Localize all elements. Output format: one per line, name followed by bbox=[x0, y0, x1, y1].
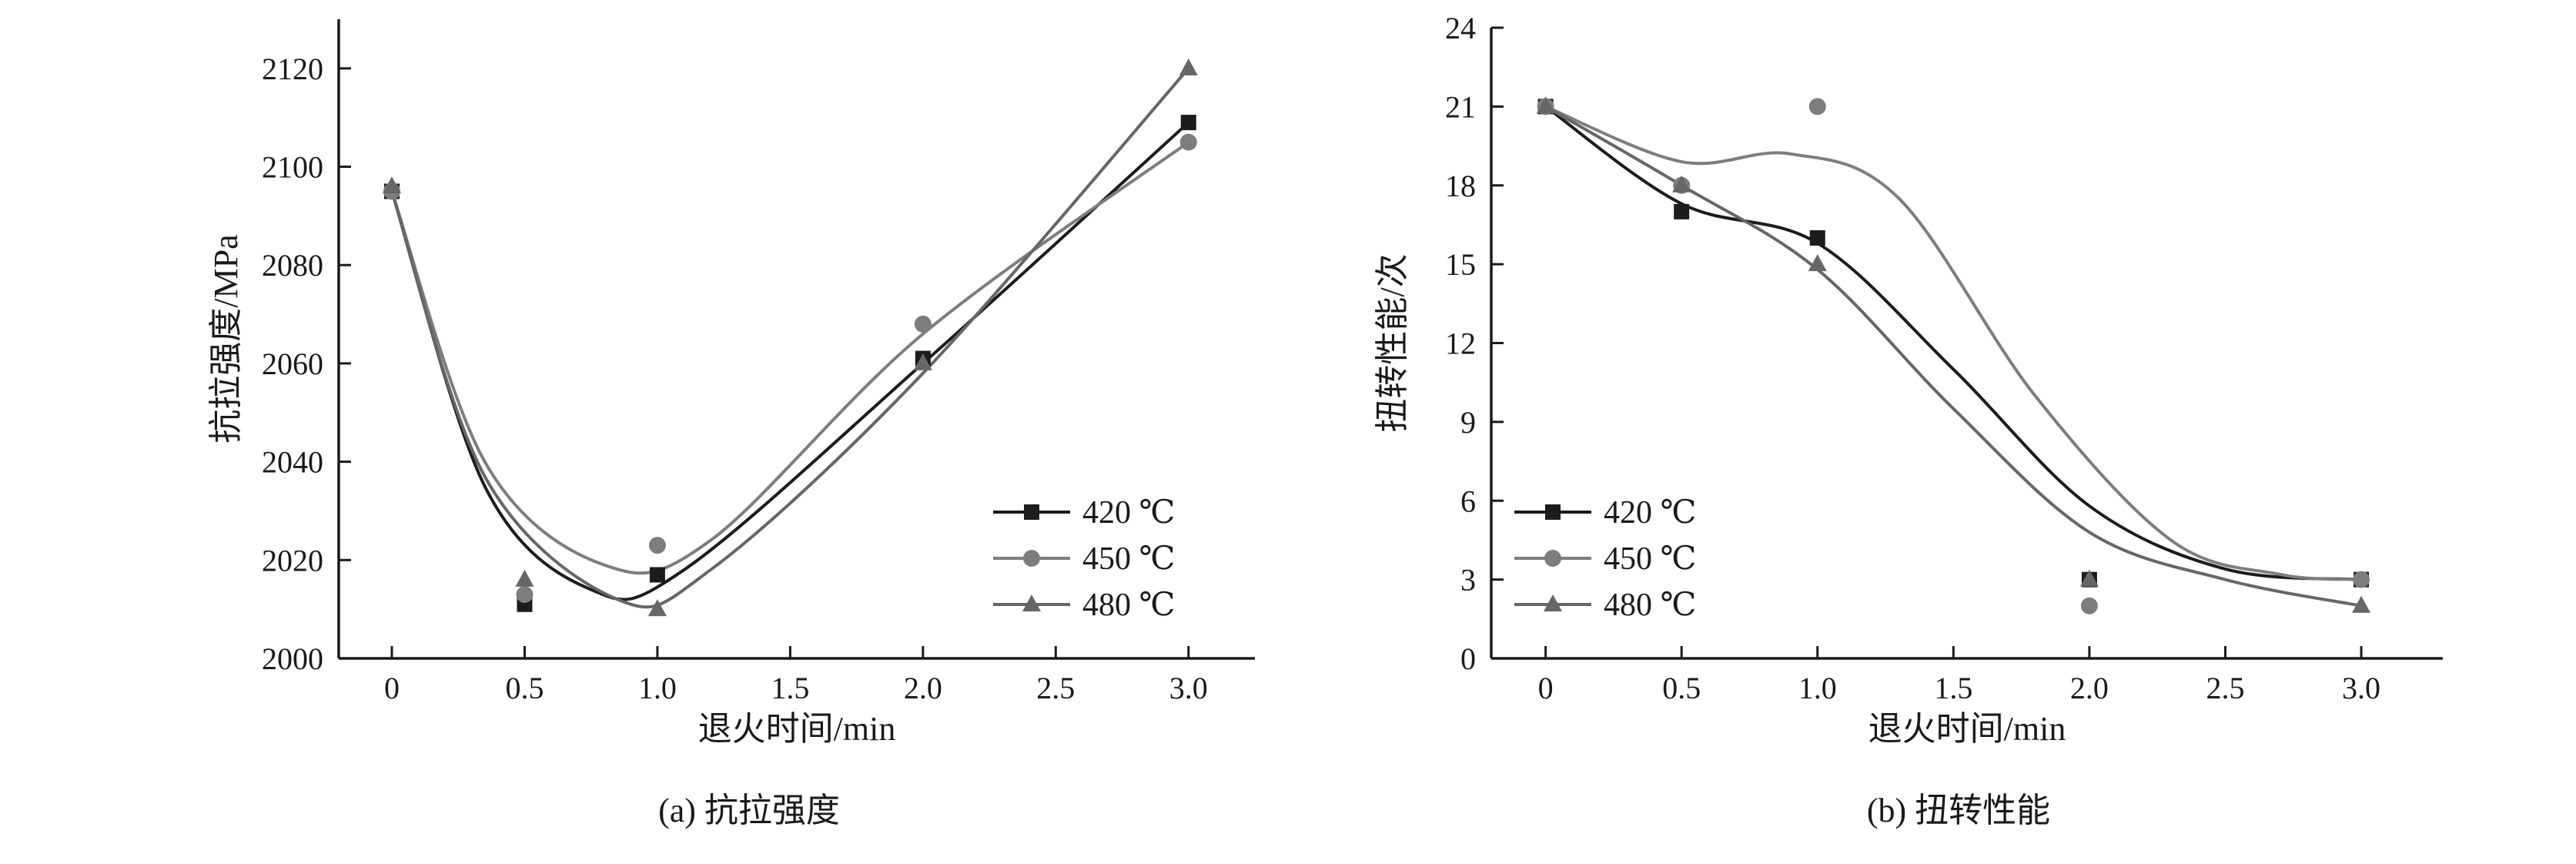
triangle-marker bbox=[1808, 254, 1827, 272]
y-tick-label: 15 bbox=[1445, 247, 1476, 282]
y-tick-label: 2020 bbox=[262, 543, 323, 578]
y-tick-label: 21 bbox=[1445, 89, 1476, 124]
series-line-1 bbox=[1544, 105, 2364, 581]
circle-marker bbox=[1544, 550, 1561, 567]
circle-marker bbox=[516, 586, 534, 603]
y-tick-label: 6 bbox=[1460, 484, 1476, 518]
y-tick-label: 2080 bbox=[262, 248, 323, 283]
circle-marker bbox=[2353, 571, 2370, 588]
y-tick-label: 2120 bbox=[262, 52, 323, 86]
legend-label: 420 ℃ bbox=[1082, 495, 1175, 531]
x-tick-label: 1.0 bbox=[1798, 671, 1837, 705]
y-tick-label: 9 bbox=[1460, 405, 1476, 440]
circle-marker bbox=[1023, 550, 1040, 567]
series-line-0 bbox=[390, 121, 1190, 601]
circle-marker bbox=[1179, 133, 1197, 151]
x-tick-label: 0.5 bbox=[505, 671, 544, 705]
legend-entry: 420 ℃ bbox=[993, 495, 1175, 531]
y-tick-label: 2100 bbox=[262, 150, 323, 185]
y-axis-title: 抗拉强度/MPa bbox=[207, 234, 245, 443]
y-tick-label: 3 bbox=[1460, 563, 1476, 598]
x-tick-label: 2.0 bbox=[904, 671, 942, 705]
x-axis-title: 退火时间/min bbox=[698, 710, 896, 748]
x-tick-label: 1.0 bbox=[638, 671, 677, 705]
x-tick-label: 3.0 bbox=[2342, 671, 2380, 705]
legend-entry: 480 ℃ bbox=[1514, 588, 1696, 623]
legend-label: 480 ℃ bbox=[1604, 588, 1696, 623]
x-tick-label: 2.0 bbox=[2070, 671, 2109, 705]
x-tick-label: 2.5 bbox=[2206, 671, 2244, 705]
caption-torsion-performance: (b) 扭转性能 bbox=[1866, 792, 2051, 829]
y-tick-label: 12 bbox=[1445, 327, 1476, 361]
triangle-marker bbox=[647, 599, 667, 617]
legend-label: 450 ℃ bbox=[1604, 541, 1696, 577]
y-tick-label: 18 bbox=[1445, 169, 1476, 203]
x-tick-label: 2.5 bbox=[1036, 671, 1075, 705]
y-tick-label: 2040 bbox=[262, 445, 323, 480]
series-line-2 bbox=[390, 66, 1190, 609]
series-line-2 bbox=[1544, 105, 2364, 608]
legend-entry: 420 ℃ bbox=[1514, 495, 1696, 531]
x-tick-label: 0.5 bbox=[1662, 671, 1701, 705]
square-marker bbox=[649, 567, 665, 583]
x-tick-label: 1.5 bbox=[1934, 671, 1972, 705]
x-tick-label: 0 bbox=[384, 671, 400, 705]
triangle-marker bbox=[515, 569, 534, 587]
legend-label: 450 ℃ bbox=[1082, 541, 1175, 577]
triangle-marker bbox=[1544, 594, 1562, 611]
legend-label: 480 ℃ bbox=[1082, 588, 1175, 623]
triangle-marker bbox=[2079, 569, 2099, 587]
x-tick-label: 0 bbox=[1538, 671, 1554, 705]
x-tick-label: 1.5 bbox=[771, 671, 809, 705]
x-tick-label: 3.0 bbox=[1169, 671, 1208, 705]
legend-entry: 450 ℃ bbox=[1514, 541, 1696, 577]
square-marker bbox=[1674, 203, 1690, 219]
y-tick-label: 24 bbox=[1445, 11, 1476, 45]
circle-marker bbox=[1808, 98, 1826, 116]
triangle-marker bbox=[913, 353, 932, 370]
circle-marker bbox=[914, 315, 932, 333]
triangle-marker bbox=[382, 176, 401, 194]
tensile-strength-chart: 2000 2020 2040 2060 2080 2100 2120 0 0.5 1.0 1.5 2.… bbox=[207, 19, 1255, 748]
torsion-performance-chart: 0 3 6 9 12 15 18 21 24 0 0.5 1.0 1.5 2.0 2.5 3.0 扭转性能/次退… bbox=[1373, 11, 2443, 748]
series-line-0 bbox=[1544, 105, 2364, 581]
x-axis-title: 退火时间/min bbox=[1868, 710, 2066, 748]
y-axis-title: 扭转性能/次 bbox=[1373, 253, 1411, 432]
legend-entry: 480 ℃ bbox=[993, 588, 1175, 623]
triangle-marker bbox=[1179, 58, 1198, 75]
triangle-marker bbox=[1672, 175, 1691, 193]
legend-label: 420 ℃ bbox=[1604, 495, 1696, 531]
y-tick-label: 0 bbox=[1460, 641, 1476, 676]
square-marker bbox=[1545, 504, 1561, 520]
circle-marker bbox=[2080, 597, 2098, 615]
square-marker bbox=[1180, 115, 1196, 131]
triangle-marker bbox=[1536, 96, 1555, 114]
circle-marker bbox=[648, 537, 666, 554]
legend-entry: 450 ℃ bbox=[993, 541, 1175, 577]
triangle-marker bbox=[2352, 595, 2371, 613]
y-tick-label: 2060 bbox=[262, 347, 323, 381]
caption-tensile-strength: (a) 抗拉强度 bbox=[658, 792, 840, 829]
y-tick-label: 2000 bbox=[262, 641, 323, 676]
triangle-marker bbox=[1022, 594, 1041, 611]
square-marker bbox=[1024, 504, 1039, 520]
series-line-1 bbox=[390, 140, 1190, 575]
square-marker bbox=[1809, 230, 1825, 246]
